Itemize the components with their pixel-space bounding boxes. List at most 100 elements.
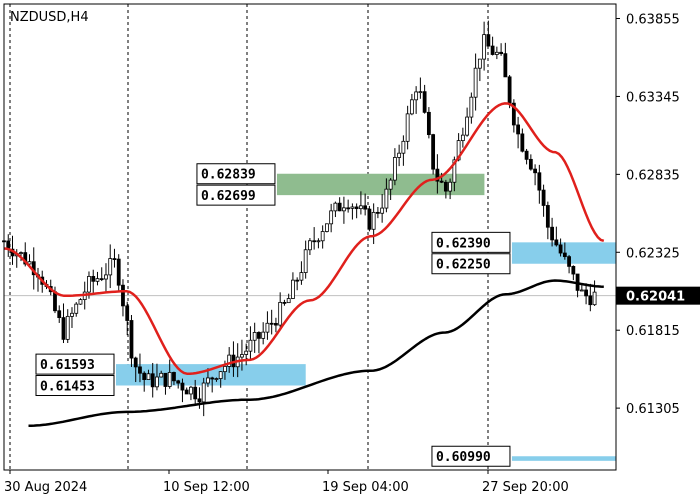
candle-body bbox=[240, 354, 244, 358]
candle-body bbox=[227, 354, 232, 367]
candle-body bbox=[70, 312, 74, 317]
candle-body bbox=[257, 332, 261, 339]
candle-body bbox=[74, 303, 79, 314]
candle-body bbox=[588, 295, 593, 306]
zone-lower-box bbox=[431, 253, 511, 275]
candle-body bbox=[405, 113, 410, 142]
candle-body bbox=[269, 322, 274, 325]
candle-body bbox=[184, 389, 189, 395]
candle-body bbox=[278, 301, 283, 326]
candle-body bbox=[422, 91, 427, 113]
candle-body bbox=[401, 140, 406, 154]
candle-body bbox=[308, 240, 312, 251]
candle-body bbox=[329, 210, 334, 225]
candle-body bbox=[133, 357, 138, 368]
zone-upper-box bbox=[35, 353, 115, 375]
candle-body bbox=[210, 377, 215, 380]
zone-upper-box bbox=[431, 231, 511, 253]
candle-body bbox=[482, 34, 487, 60]
y-tick-label: 0.62325 bbox=[626, 246, 680, 261]
candle-body bbox=[571, 265, 576, 275]
candle-body bbox=[384, 188, 389, 209]
zone-rect bbox=[115, 364, 306, 386]
grid-lines bbox=[4, 4, 616, 470]
y-tick-label: 0.61815 bbox=[626, 324, 680, 339]
candle-body bbox=[201, 382, 206, 403]
candle-body bbox=[286, 298, 291, 304]
candle-body bbox=[125, 305, 130, 321]
candle-body bbox=[545, 205, 550, 228]
candle-body bbox=[312, 240, 317, 243]
candle-body bbox=[371, 211, 376, 230]
candle-body bbox=[295, 279, 300, 282]
candle-body bbox=[486, 34, 491, 47]
x-tick-label: 30 Aug 2024 bbox=[4, 480, 87, 495]
candle-body bbox=[533, 168, 537, 174]
candle-body bbox=[558, 244, 563, 254]
y-tick-label: 0.63855 bbox=[626, 13, 680, 28]
candle-body bbox=[554, 239, 559, 246]
candle-body bbox=[78, 299, 83, 305]
last-price-box bbox=[616, 286, 700, 305]
candle-body bbox=[397, 152, 402, 158]
candle-body bbox=[443, 181, 448, 192]
candle-body bbox=[320, 231, 325, 242]
candle-body bbox=[91, 276, 96, 282]
candle-body bbox=[172, 372, 176, 382]
zone-rect bbox=[511, 456, 616, 461]
candle-body bbox=[138, 366, 142, 374]
candle-body bbox=[214, 378, 219, 380]
candle-body bbox=[218, 371, 223, 379]
time-axis: 30 Aug 2024 10 Sep 12:00 19 Sep 04:00 27 Se… bbox=[4, 470, 569, 495]
candle-body bbox=[159, 372, 164, 378]
candle-body bbox=[452, 159, 457, 183]
zone-lower-box bbox=[35, 375, 115, 397]
candle-body bbox=[129, 320, 134, 359]
candle-body bbox=[316, 240, 321, 243]
candle-body bbox=[435, 168, 440, 182]
candle-body bbox=[524, 150, 529, 160]
x-tick-label: 27 Sep 20:00 bbox=[482, 480, 569, 495]
candle-body bbox=[87, 276, 91, 293]
candle-body bbox=[252, 332, 257, 341]
candle-body bbox=[146, 373, 151, 380]
zone-lower-box bbox=[196, 184, 276, 206]
candle-body bbox=[142, 372, 147, 380]
x-tick-label: 10 Sep 12:00 bbox=[163, 480, 250, 495]
candle-body bbox=[163, 372, 168, 387]
zone-lower-label: 0.62250 bbox=[436, 258, 491, 273]
candle-body bbox=[180, 382, 185, 391]
candle-body bbox=[388, 179, 393, 190]
zone-upper-box bbox=[196, 163, 276, 185]
symbol-label: NZDUSD,H4 bbox=[10, 10, 89, 25]
candle-body bbox=[409, 99, 414, 115]
candle-body bbox=[61, 317, 66, 340]
candle-body bbox=[282, 301, 287, 304]
x-tick-label: 19 Sep 04:00 bbox=[322, 480, 409, 495]
candle-body bbox=[350, 206, 355, 209]
last-price-marker: 0.62041 bbox=[616, 286, 700, 305]
candle-body bbox=[511, 102, 516, 126]
candle-body bbox=[426, 111, 431, 136]
candle-body bbox=[550, 226, 554, 241]
candle-body bbox=[104, 274, 108, 280]
zone-upper-label: 0.61593 bbox=[40, 358, 95, 373]
candle-body bbox=[193, 386, 198, 400]
candle-body bbox=[206, 377, 210, 384]
candle-body bbox=[274, 323, 278, 326]
candle-body bbox=[375, 211, 380, 214]
moving-average-line bbox=[28, 279, 604, 427]
candle-body bbox=[439, 180, 444, 183]
plot-frame bbox=[3, 3, 617, 471]
candle-body bbox=[244, 350, 249, 355]
candle-body bbox=[155, 376, 159, 388]
candle-body bbox=[291, 279, 295, 299]
candle-body bbox=[567, 256, 571, 267]
candle-body bbox=[176, 380, 181, 384]
candle-body bbox=[418, 91, 423, 94]
candle-body bbox=[325, 223, 329, 232]
candle-body bbox=[392, 157, 397, 181]
zone-lower-label: 0.61453 bbox=[40, 380, 95, 395]
candle-body bbox=[537, 172, 542, 191]
